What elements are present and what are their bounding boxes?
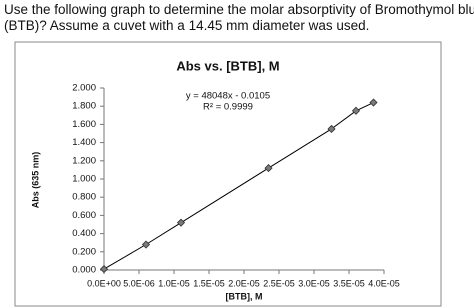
x-tick-label: 2.5E-05 <box>263 278 295 288</box>
data-point <box>176 218 186 227</box>
y-tick-label: 0.600 <box>72 210 96 221</box>
x-tick-label: 5.0E-06 <box>123 278 155 288</box>
chart-title: Abs vs. [BTB], M <box>176 58 279 73</box>
y-tick-label: 1.000 <box>72 174 96 185</box>
y-tick-label: 1.800 <box>72 101 96 112</box>
x-tick-label: 1.0E-05 <box>158 278 190 288</box>
question-line: (BTB)? Assume a cuvet with a 14.45 mm di… <box>4 18 370 33</box>
y-tick-label: 2.000 <box>72 83 96 94</box>
y-tick-label: 1.600 <box>72 119 96 130</box>
x-tick-label: 3.0E-05 <box>298 278 330 288</box>
chart-frame <box>14 41 442 307</box>
x-tick-label: 2.0E-05 <box>228 278 260 288</box>
data-point <box>141 240 151 249</box>
data-point <box>327 124 336 134</box>
x-axis-label: [BTB], M <box>226 291 263 301</box>
annotation: R² = 0.9999 <box>203 102 253 113</box>
y-tick-label: 1.400 <box>72 137 96 148</box>
x-tick-label: 1.5E-05 <box>193 278 225 288</box>
y-tick-label: 0.000 <box>72 265 96 276</box>
data-point <box>369 98 378 107</box>
data-point <box>264 164 273 173</box>
x-tick-label: 4.0E-05 <box>368 278 400 288</box>
y-tick-label: 0.400 <box>72 228 96 239</box>
annotation: y = 48048x - 0.0105 <box>186 91 270 102</box>
y-tick-label: 1.200 <box>72 155 96 166</box>
x-tick-label: 0.0E+00 <box>87 278 121 288</box>
y-tick-label: 0.200 <box>72 246 96 257</box>
data-point <box>99 265 109 274</box>
y-tick-label: 0.800 <box>72 192 96 203</box>
y-axis-label: Abs (635 nm) <box>30 152 40 209</box>
data-point <box>351 106 361 115</box>
x-tick-label: 3.5E-05 <box>333 278 365 288</box>
question-line: Use the following graph to determine the… <box>4 2 474 17</box>
